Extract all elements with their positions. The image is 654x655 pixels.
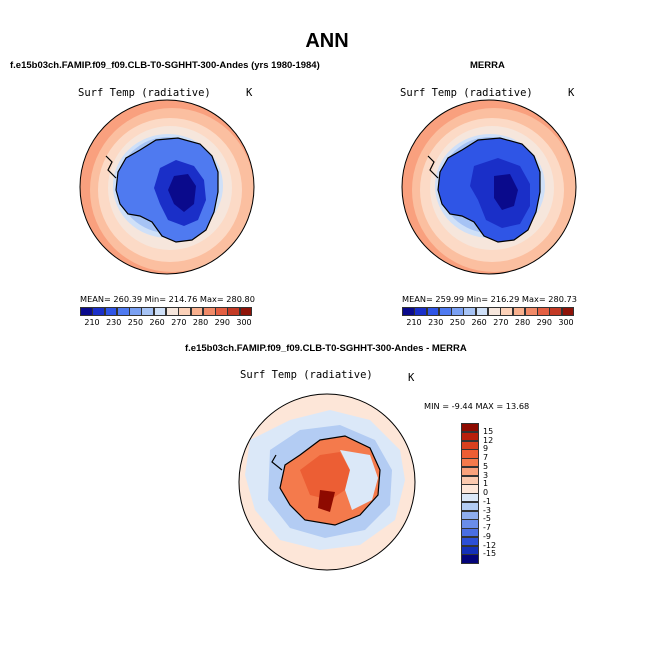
colorbar-cell [402, 307, 415, 316]
colorbar-cell [426, 307, 440, 316]
colorbar-tick-label: -7 [483, 523, 491, 532]
colorbar-cell [80, 307, 93, 316]
colorbar-tick-label: 7 [483, 453, 489, 462]
colorbar-cell [463, 307, 477, 316]
panel-obs-units: K [568, 87, 575, 99]
colorbar-cell [104, 307, 118, 316]
colorbar-tick-label: 9 [483, 444, 489, 454]
colorbar-tick-label: -15 [483, 549, 497, 559]
colorbar-cell [461, 440, 479, 450]
colorbar-cell [500, 307, 514, 316]
colorbar-cell [549, 307, 563, 316]
colorbar-tick-label: -1 [483, 496, 491, 506]
colorbar-tick-label: -3 [483, 505, 491, 515]
colorbar-tick-label: -5 [483, 514, 491, 524]
colorbar-cell [166, 307, 179, 316]
colorbar-cell [461, 423, 479, 433]
colorbar-cell [461, 475, 479, 485]
colorbar-cell [414, 307, 428, 316]
colorbar-cell [461, 519, 479, 529]
colorbar-cell [178, 307, 192, 316]
colorbar-cell [461, 536, 479, 546]
colorbar-cell [461, 493, 479, 503]
colorbar-cell [190, 307, 204, 316]
colorbar-tick-label: 260 [149, 318, 165, 327]
colorbar-cell [461, 528, 479, 538]
colorbar-tick-label: 250 [127, 318, 144, 327]
panel-model-title: f.e15b03ch.FAMIP.f09_f09.CLB-T0-SGHHT-30… [10, 60, 320, 71]
colorbar-cell [461, 458, 479, 468]
colorbar-cell [461, 431, 479, 441]
colorbar-cell [215, 307, 228, 316]
panel-obs-title: MERRA [470, 60, 505, 71]
panel-obs-variable: Surf Temp (radiative) [400, 87, 533, 99]
colorbar-cell [488, 307, 501, 316]
colorbar-cell [475, 307, 489, 316]
colorbar-tick-label: 290 [214, 318, 230, 327]
colorbar-tick-label: -12 [483, 540, 497, 550]
panel-diff-units: K [408, 372, 415, 384]
colorbar-tick-label: 210 [84, 318, 100, 327]
colorbar-cell [537, 307, 550, 316]
panel-diff-variable: Surf Temp (radiative) [240, 369, 373, 381]
panel-model-variable: Surf Temp (radiative) [78, 87, 211, 99]
panel-diff-title: f.e15b03ch.FAMIP.f09_f09.CLB-T0-SGHHT-30… [185, 343, 467, 354]
panel-diff-stats: MIN = -9.44 MAX = 13.68 [424, 401, 530, 411]
colorbar-tick-label: 15 [483, 426, 494, 436]
colorbar-cell [451, 307, 464, 316]
colorbar-tick-label: 300 [558, 318, 574, 327]
panel-model-units: K [246, 87, 253, 99]
colorbar-tick-label: 290 [536, 318, 552, 327]
figure-title: ANN [305, 30, 349, 52]
colorbar-cell [227, 307, 241, 316]
map-diff [239, 394, 415, 570]
colorbar-tick-label: 230 [428, 318, 444, 327]
map-obs [402, 100, 576, 274]
colorbar-tick-label: -9 [483, 531, 491, 541]
colorbar-cell [512, 307, 526, 316]
colorbar-cell [524, 307, 538, 316]
colorbar-tick-label: 260 [471, 318, 487, 327]
colorbar-tick-label: 0 [483, 488, 489, 497]
colorbar-cell [438, 307, 452, 316]
colorbar-tick-label: 210 [406, 318, 422, 327]
colorbar-tick-label: 300 [236, 318, 252, 327]
colorbar-tick-label: 12 [483, 435, 494, 445]
colorbar-cell [92, 307, 106, 316]
colorbar-cell [461, 501, 479, 511]
colorbar-tick-label: 280 [514, 318, 531, 327]
panel-obs-stats: MEAN= 259.99 Min= 216.29 Max= 280.73 [402, 294, 577, 304]
colorbar-cell [461, 449, 479, 459]
colorbar-tick-label: 280 [192, 318, 209, 327]
colorbar-cell [116, 307, 130, 316]
colorbar-tick-label: 250 [449, 318, 466, 327]
colorbar-tick-label: 270 [493, 318, 509, 327]
colorbar-tick-label: 1 [483, 479, 489, 489]
colorbar-cell [461, 545, 479, 555]
colorbar-cell [461, 554, 479, 564]
colorbar-cell [153, 307, 167, 316]
colorbar-cell [461, 466, 479, 476]
colorbar-tick-label: 270 [171, 318, 187, 327]
colorbar-cell [141, 307, 155, 316]
panel-model-stats: MEAN= 260.39 Min= 214.76 Max= 280.80 [80, 294, 255, 304]
colorbar-tick-label: 230 [106, 318, 122, 327]
colorbar-cell [461, 510, 479, 520]
colorbar-tick-label: 3 [483, 470, 489, 480]
colorbar-cell [561, 307, 575, 316]
colorbar-cell [202, 307, 216, 316]
colorbar-cell [129, 307, 142, 316]
colorbar-tick-label: 5 [483, 461, 489, 471]
colorbar-cell [239, 307, 253, 316]
colorbar-cell [461, 484, 479, 494]
